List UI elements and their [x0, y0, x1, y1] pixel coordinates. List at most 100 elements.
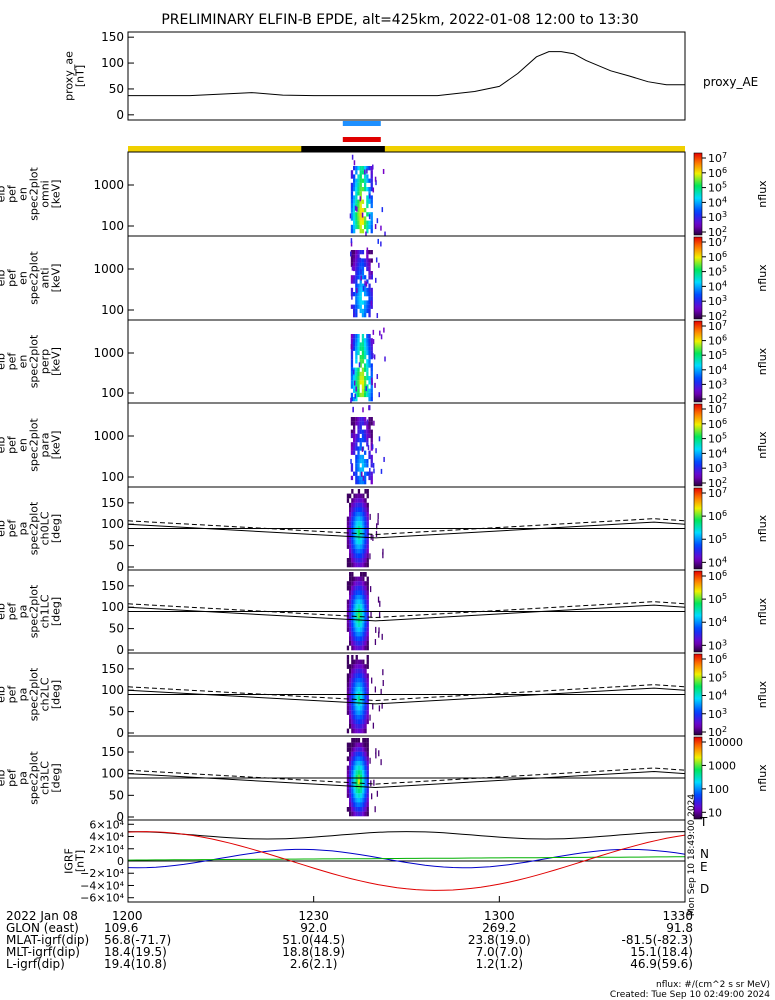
spec-cell	[353, 313, 356, 318]
spec-cell	[368, 429, 371, 434]
pa-cell	[351, 604, 354, 609]
pa-cell	[360, 802, 363, 808]
spec-cell	[350, 229, 354, 234]
spec-cell	[357, 450, 360, 455]
pa-cell	[362, 613, 365, 619]
spec-cell	[361, 308, 365, 314]
spec-cell	[368, 342, 371, 347]
ylabel-line: [deg]	[50, 680, 63, 709]
pa-cell	[353, 788, 356, 794]
spec-cell	[368, 199, 371, 204]
spec-cell	[361, 300, 365, 305]
footer-value: 15.1(18.4)	[630, 945, 693, 959]
pa-cell	[362, 687, 365, 692]
pa-cell	[360, 765, 363, 771]
footer-value: 1200	[112, 909, 143, 923]
spec-cell	[364, 433, 367, 439]
pa-cell	[357, 687, 361, 692]
spec-cell	[364, 166, 367, 171]
pa-cell	[364, 636, 367, 642]
science-zone-bar-blue	[342, 121, 381, 126]
spec-cell	[361, 417, 365, 422]
pa-cell	[364, 797, 367, 803]
pa-cell	[357, 659, 361, 665]
pa-cell	[364, 562, 367, 568]
pa-cell	[364, 770, 367, 775]
pa-noise	[378, 631, 380, 638]
pa-cell	[364, 793, 367, 798]
spec-cell	[357, 446, 360, 451]
pa-cell	[366, 581, 369, 586]
pa-cell	[364, 742, 367, 748]
pa-cell	[355, 562, 358, 568]
spec-cell	[361, 334, 365, 339]
pa-cell	[351, 507, 354, 513]
pa-cell	[355, 742, 358, 748]
pa-cell	[351, 682, 354, 688]
pa-cell	[351, 668, 354, 674]
spec-cell	[353, 471, 356, 476]
spec-noise	[371, 380, 373, 386]
spec-cell	[353, 262, 356, 267]
loss-cone-line	[127, 770, 686, 789]
pa-cell	[351, 761, 354, 766]
pa-cell	[362, 498, 365, 503]
spec-cell	[364, 471, 367, 476]
pa-cell	[349, 701, 352, 706]
pa-cell	[362, 710, 365, 715]
sunlight-bar	[128, 146, 685, 152]
spec-cell	[355, 216, 358, 221]
pa-cell	[360, 553, 363, 559]
pa-cell	[366, 521, 369, 526]
ytick-label: 50	[109, 539, 124, 553]
spec-noise	[372, 329, 375, 335]
spec-noise	[362, 407, 364, 413]
ylabel-line: pef	[6, 602, 19, 621]
ytick-label: 1000	[93, 262, 124, 276]
pa-cell	[364, 678, 367, 683]
pa-cell	[360, 493, 363, 499]
pa-cell	[355, 751, 358, 757]
spec-cell	[350, 174, 354, 179]
spec-cell	[370, 463, 373, 468]
spec-cell	[364, 283, 367, 288]
pa-cell	[353, 512, 356, 517]
spec-cell	[370, 342, 373, 347]
spec-cell	[355, 313, 358, 318]
pa-cell	[360, 659, 363, 665]
colorbar-pa_ch1: 106 105 104 103 nflux	[693, 569, 769, 652]
spec-cell	[353, 220, 356, 225]
spec-cell	[350, 463, 354, 468]
pa-cell	[355, 636, 358, 642]
spec-cell	[361, 433, 365, 439]
pa-cell	[351, 751, 354, 757]
spec-cell	[357, 429, 360, 434]
pa-cell	[366, 765, 369, 771]
footer-value: 19.4(10.8)	[104, 957, 167, 971]
spec-cell	[370, 355, 373, 360]
pa-cell	[360, 558, 363, 563]
spec-cell	[364, 417, 367, 422]
pa-cell	[351, 627, 354, 632]
panel-igrf: IGRF[nT] 6×10⁴4×10⁴2×10⁴0−2×10⁴−4×10⁴−6×1…	[63, 815, 710, 905]
spec-noise	[378, 392, 381, 398]
colorbar-label: nflux	[756, 347, 769, 375]
pa-cell	[355, 544, 358, 549]
ytick-label: 0	[116, 643, 124, 657]
pa-cell	[360, 576, 363, 582]
spec-cell	[357, 454, 360, 460]
spec-cell	[359, 174, 362, 179]
spec-cell	[361, 355, 365, 360]
spec-cell	[355, 371, 358, 377]
pa-cell	[351, 622, 354, 628]
spec-noise	[356, 206, 358, 212]
pa-cell	[355, 673, 358, 679]
pa-cell	[346, 765, 350, 771]
spec-cell	[353, 438, 356, 443]
spec-cell	[366, 463, 369, 468]
pa-cell	[351, 742, 354, 748]
spec-cell	[357, 258, 360, 263]
pa-cell	[362, 779, 365, 785]
